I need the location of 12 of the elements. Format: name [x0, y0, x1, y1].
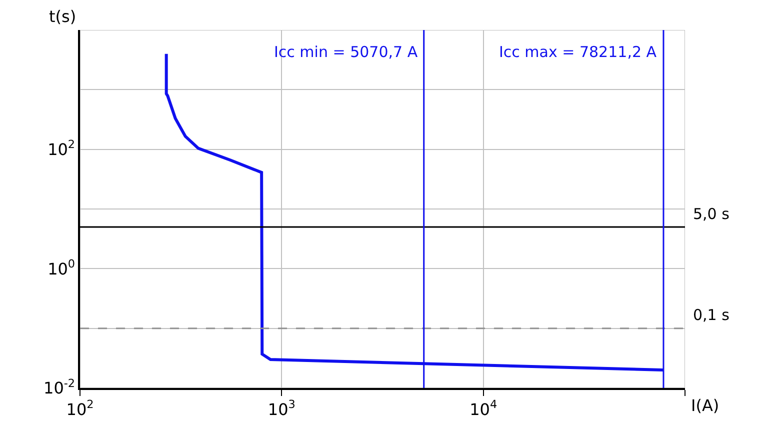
x-tick-label: 10$^{3}$	[268, 398, 296, 419]
y-tick-label: 10$^{-2}$	[44, 376, 76, 398]
y-tick-label: 10$^{0}$	[48, 258, 76, 278]
ref-line-label: 5,0 s	[693, 205, 730, 223]
ref-line-label: Icc max = 78211,2 A	[499, 43, 658, 61]
y-tick-label: 10$^{2}$	[48, 138, 76, 159]
x-axis-title: I(A)	[691, 396, 720, 415]
ref-line-label: Icc min = 5070,7 A	[274, 43, 418, 61]
x-tick-label: 10$^{4}$	[470, 398, 498, 419]
x-tick-label: 10$^{2}$	[66, 398, 94, 419]
ref-line-label: 0,1 s	[693, 306, 730, 324]
y-axis-title: t(s)	[49, 7, 76, 26]
